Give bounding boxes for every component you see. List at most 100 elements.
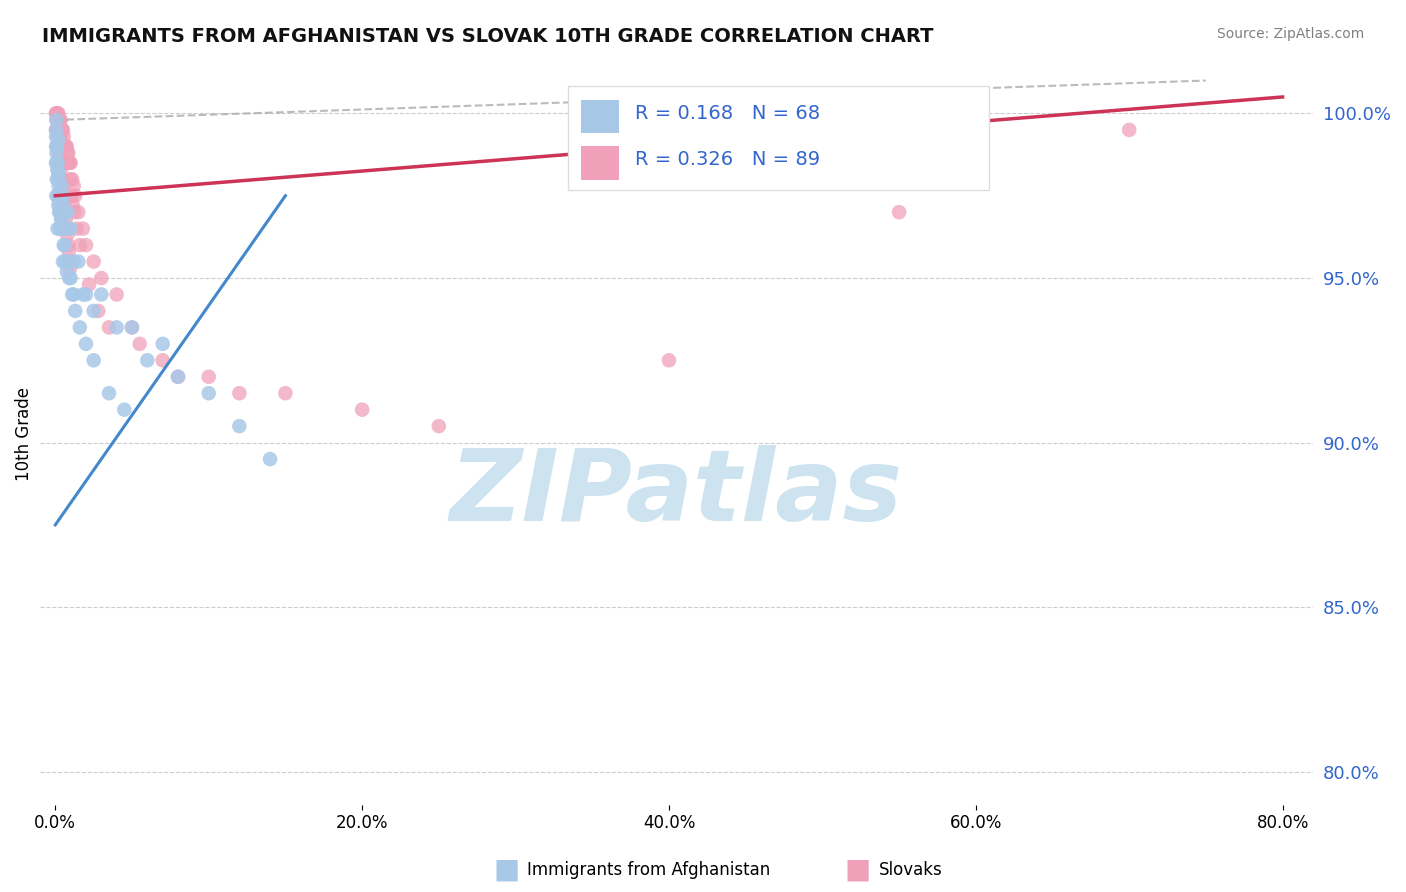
Point	[51, 211, 73, 226]
Point	[1118, 123, 1140, 137]
Point	[48, 195, 70, 210]
Point	[352, 402, 374, 417]
Text: ■: ■	[845, 855, 870, 884]
Point	[45, 156, 67, 170]
Point	[46, 188, 69, 202]
Point	[55, 221, 77, 235]
Point	[167, 369, 190, 384]
Point	[58, 145, 80, 160]
Text: R = 0.168   N = 68: R = 0.168 N = 68	[634, 103, 820, 123]
Point	[48, 145, 70, 160]
Y-axis label: 10th Grade: 10th Grade	[15, 387, 32, 482]
Point	[53, 139, 76, 153]
Point	[46, 172, 69, 186]
Point	[274, 386, 297, 401]
Point	[46, 106, 69, 120]
Point	[45, 106, 67, 120]
Point	[45, 123, 67, 137]
Point	[51, 178, 73, 193]
Point	[46, 162, 69, 177]
Point	[49, 129, 72, 144]
Point	[46, 123, 69, 137]
Point	[56, 264, 79, 278]
Point	[45, 172, 67, 186]
Bar	[581, 100, 619, 133]
Point	[62, 178, 84, 193]
Point	[121, 320, 143, 334]
Point	[887, 205, 910, 219]
Point	[83, 254, 105, 268]
Point	[59, 221, 82, 235]
Point	[59, 271, 82, 285]
Point	[98, 386, 121, 401]
Point	[59, 172, 82, 186]
Point	[45, 156, 67, 170]
Point	[228, 386, 250, 401]
Point	[49, 129, 72, 144]
Point	[52, 123, 75, 137]
Point	[136, 353, 159, 368]
Point	[48, 172, 70, 186]
Point	[67, 254, 90, 268]
Point	[48, 205, 70, 219]
Point	[60, 188, 83, 202]
Text: ■: ■	[494, 855, 519, 884]
Point	[53, 254, 76, 268]
Point	[197, 369, 219, 384]
Point	[56, 205, 79, 219]
Point	[90, 271, 112, 285]
Point	[65, 304, 87, 318]
Point	[65, 188, 87, 202]
Point	[259, 452, 281, 467]
Text: R = 0.326   N = 89: R = 0.326 N = 89	[634, 151, 820, 169]
Point	[45, 123, 67, 137]
Point	[53, 238, 76, 252]
Point	[72, 287, 94, 301]
Point	[51, 139, 73, 153]
Point	[98, 320, 121, 334]
Point	[62, 287, 84, 301]
Point	[58, 254, 80, 268]
Point	[48, 139, 70, 153]
Point	[49, 162, 72, 177]
Point	[51, 221, 73, 235]
Point	[52, 188, 75, 202]
Point	[45, 145, 67, 160]
Point	[658, 353, 681, 368]
Point	[45, 188, 67, 202]
Point	[69, 320, 91, 334]
Point	[152, 336, 174, 351]
Point	[46, 221, 69, 235]
Point	[152, 353, 174, 368]
Point	[62, 198, 84, 212]
Point	[51, 172, 73, 186]
Point	[56, 145, 79, 160]
Point	[112, 402, 135, 417]
Point	[167, 369, 190, 384]
Point	[48, 198, 70, 212]
Point	[55, 211, 77, 226]
Point	[52, 129, 75, 144]
Point	[62, 254, 84, 268]
Point	[66, 221, 89, 235]
Point	[51, 123, 73, 137]
Point	[49, 205, 72, 219]
Point	[46, 129, 69, 144]
Point	[45, 139, 67, 153]
Point	[45, 113, 67, 128]
Point	[53, 139, 76, 153]
Point	[46, 139, 69, 153]
Point	[53, 195, 76, 210]
Point	[52, 139, 75, 153]
Point	[45, 139, 67, 153]
Point	[49, 221, 72, 235]
Point	[45, 139, 67, 153]
Point	[48, 178, 70, 193]
Point	[45, 106, 67, 120]
Point	[75, 238, 97, 252]
Point	[45, 129, 67, 144]
Point	[53, 205, 76, 219]
Point	[51, 123, 73, 137]
Point	[228, 419, 250, 434]
Point	[52, 188, 75, 202]
